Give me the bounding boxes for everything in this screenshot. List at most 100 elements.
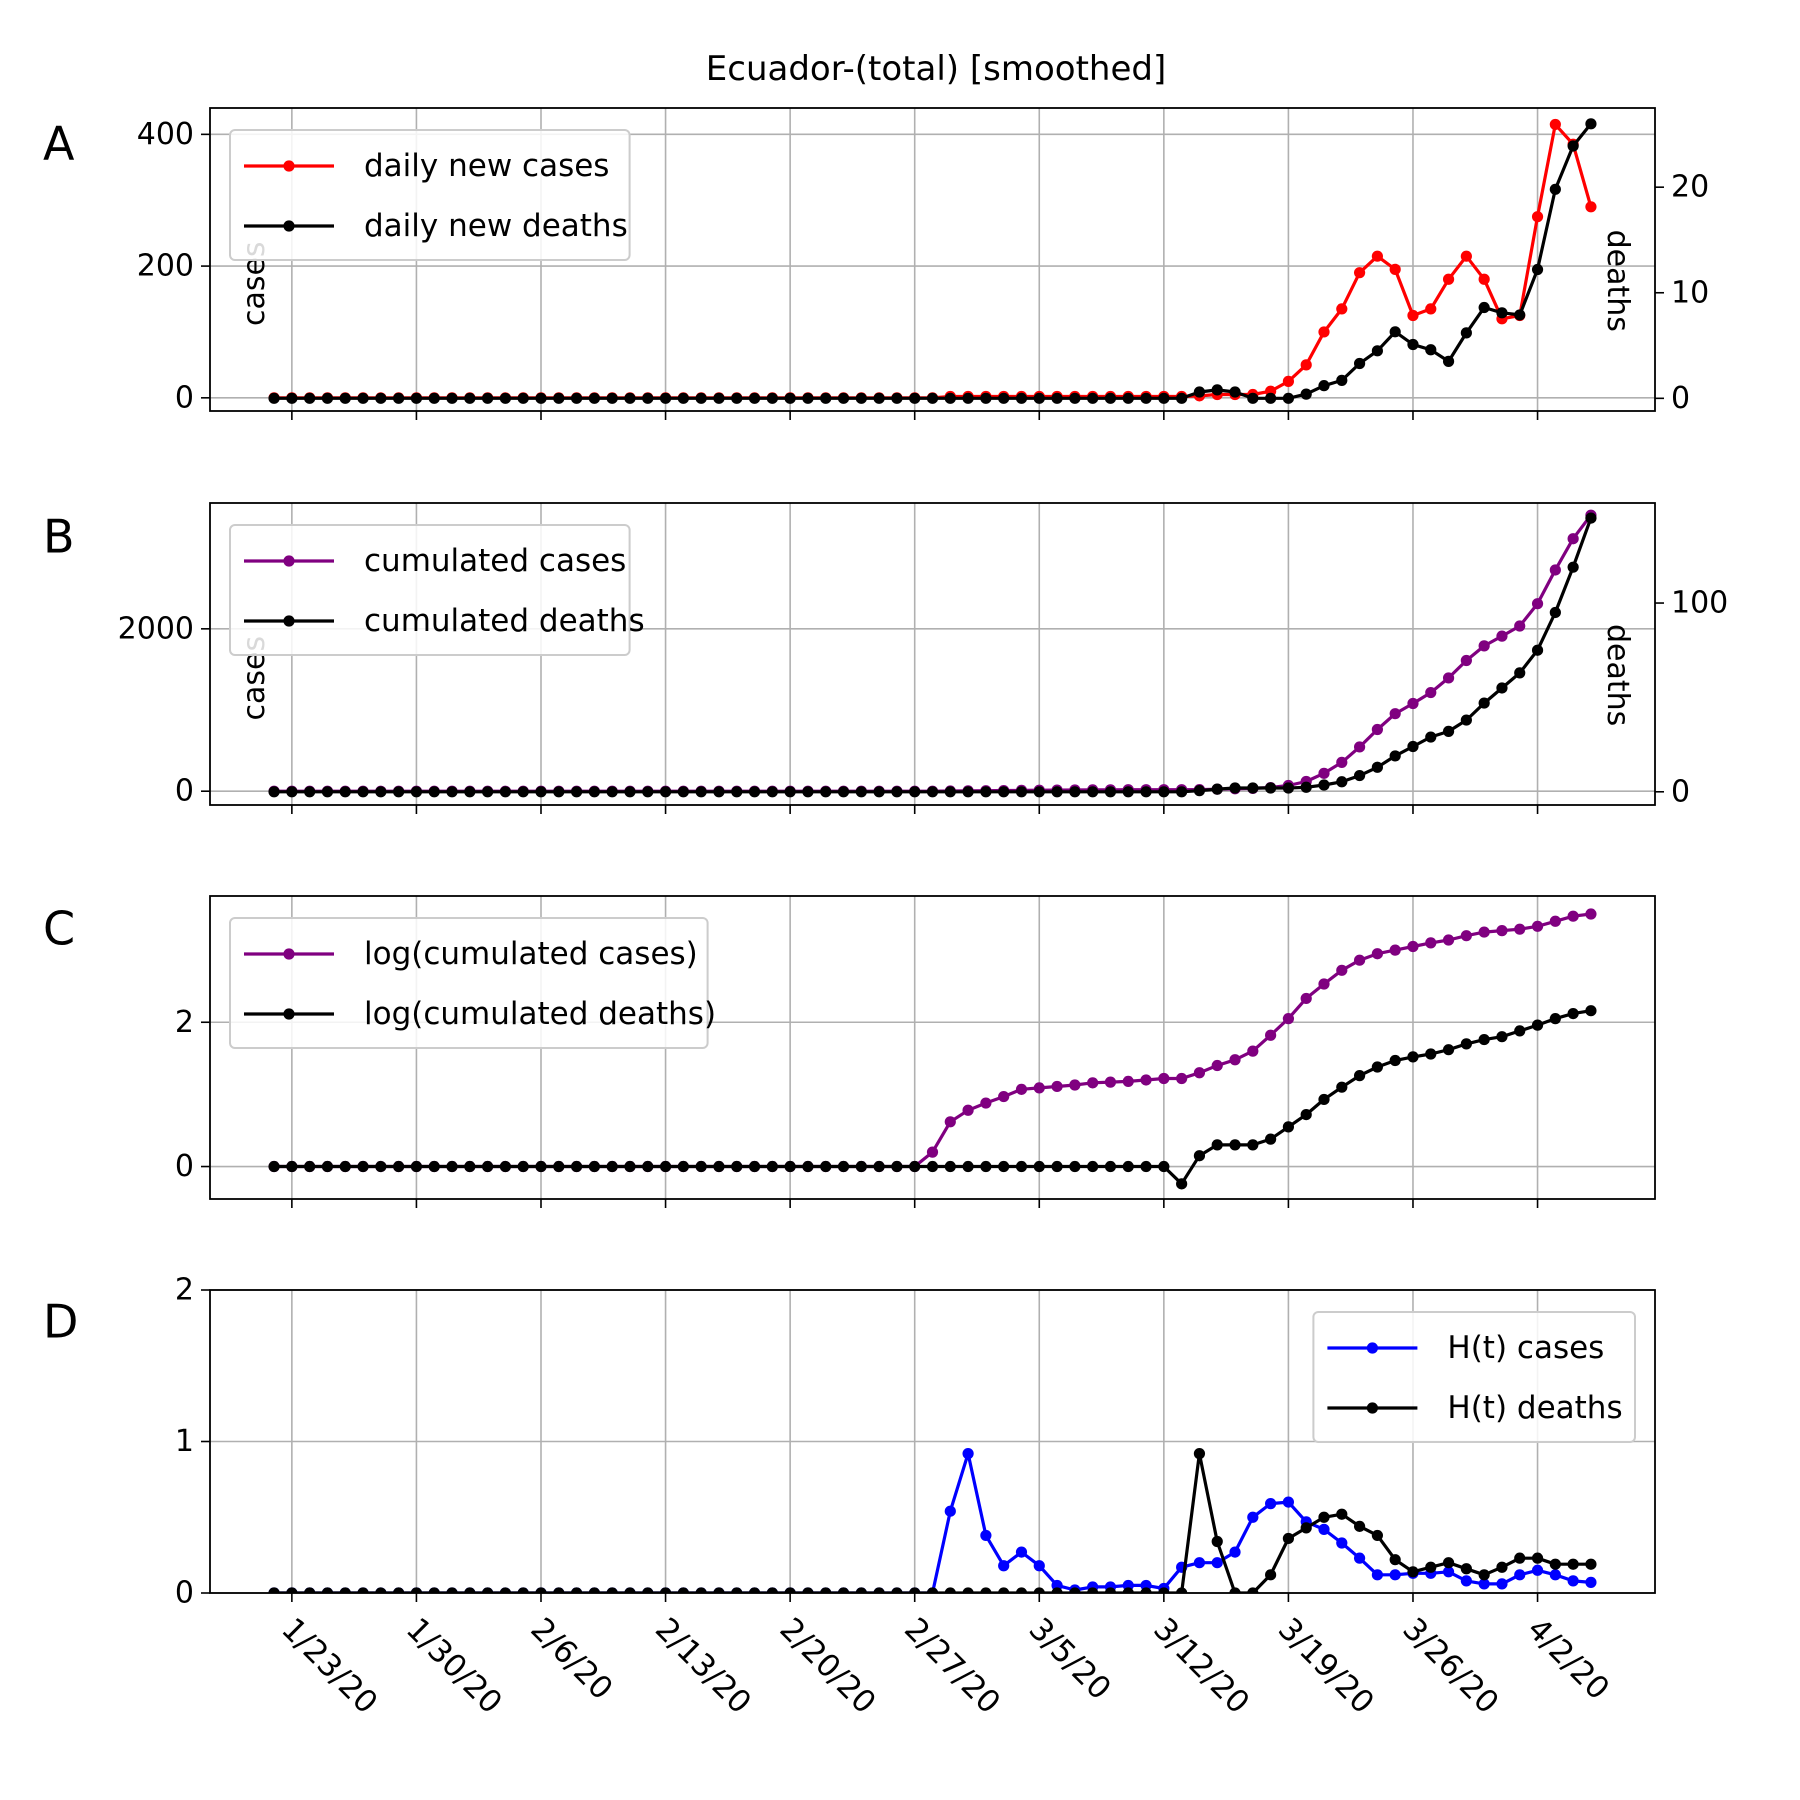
x-tick-label: 3/5/20: [1022, 1611, 1118, 1707]
data-point: [748, 786, 761, 798]
data-point: [1211, 384, 1223, 396]
data-point: [944, 1587, 956, 1593]
axes-frame: [209, 895, 1656, 1200]
data-point: [980, 786, 992, 798]
data-point: [606, 786, 618, 798]
data-point: [1282, 782, 1295, 794]
data-point: [428, 392, 440, 404]
data-point: [1318, 1511, 1330, 1523]
data-point: [1353, 769, 1366, 782]
data-point: [962, 1448, 974, 1460]
data-point: [1353, 357, 1366, 370]
data-point: [766, 392, 778, 404]
data-point: [1425, 1561, 1437, 1573]
data-point: [1069, 392, 1081, 404]
legend: daily new cases daily new deaths: [229, 129, 631, 261]
legend-label: daily new deaths: [364, 208, 628, 244]
data-point: [1389, 1569, 1401, 1581]
legend-label: H(t) cases: [1447, 1330, 1604, 1366]
data-point: [748, 392, 761, 404]
data-point: [909, 1587, 921, 1593]
data-point: [784, 1587, 796, 1593]
data-point: [1265, 1498, 1277, 1510]
data-point: [553, 1587, 565, 1593]
data-point: [1336, 776, 1348, 788]
data-point: [624, 1587, 636, 1593]
data-point: [1496, 682, 1508, 694]
data-point: [1460, 1038, 1472, 1050]
data-point: [1122, 1075, 1134, 1088]
data-point: [1015, 1587, 1028, 1593]
data-point: [410, 392, 423, 404]
data-point: [1371, 345, 1383, 357]
data-point: [517, 786, 529, 798]
data-point: [766, 1587, 778, 1593]
data-point: [677, 1587, 689, 1593]
y2-axis-label: deaths: [1600, 230, 1635, 332]
data-point: [1122, 786, 1134, 798]
legend: cumulated cases cumulated deaths: [229, 524, 645, 656]
data-point: [1407, 940, 1419, 953]
data-point: [1229, 1546, 1241, 1558]
data-point: [659, 1587, 672, 1593]
data-point: [1211, 1535, 1223, 1548]
data-point: [1442, 1557, 1455, 1569]
data-point: [1051, 392, 1063, 404]
data-point: [1389, 944, 1401, 956]
data-point: [1282, 1496, 1295, 1508]
data-point: [624, 392, 636, 404]
legend: log(cumulated cases) log(cumulated deaths…: [229, 917, 716, 1049]
panel-letter-c: C: [43, 901, 75, 955]
data-point: [1122, 1160, 1134, 1173]
data-point: [1193, 1557, 1206, 1569]
data-point: [820, 786, 832, 798]
data-point: [482, 1587, 494, 1593]
legend-marker: [1366, 1402, 1378, 1414]
y-tick-label: 2000: [118, 611, 194, 646]
data-point: [1567, 1558, 1579, 1570]
data-point: [1531, 1564, 1544, 1576]
data-point: [304, 392, 316, 404]
data-point: [1282, 1532, 1295, 1545]
data-point: [837, 1587, 850, 1593]
data-point: [1300, 781, 1312, 793]
data-point: [1460, 930, 1472, 942]
data-point: [1247, 782, 1259, 794]
data-point: [802, 786, 814, 798]
data-point: [304, 1160, 316, 1173]
data-point: [873, 1587, 885, 1593]
legend: H(t) cases H(t) deaths: [1312, 1311, 1637, 1443]
data-point: [1176, 1587, 1188, 1593]
data-point: [606, 392, 618, 404]
data-point: [1176, 392, 1188, 404]
data-point: [1140, 1587, 1152, 1593]
data-point: [909, 786, 921, 798]
data-point: [1158, 1160, 1170, 1173]
data-point: [1585, 512, 1597, 524]
data-point: [1585, 908, 1597, 920]
data-point: [1140, 1160, 1152, 1173]
data-point: [1318, 326, 1330, 338]
data-point: [1265, 782, 1277, 794]
data-point: [1104, 1587, 1117, 1593]
data-point: [375, 1587, 387, 1593]
data-point: [766, 1160, 778, 1173]
data-point: [855, 392, 867, 404]
data-point: [1104, 1160, 1117, 1173]
axes-frame: [209, 1289, 1656, 1594]
legend-marker: [283, 615, 295, 627]
data-point: [1211, 783, 1223, 795]
data-point: [1460, 327, 1472, 339]
data-point: [624, 786, 636, 798]
data-point: [268, 392, 280, 404]
data-point: [1585, 1558, 1597, 1570]
data-point: [1478, 273, 1490, 285]
data-point: [659, 392, 672, 404]
data-point: [1549, 606, 1561, 619]
data-point: [428, 1587, 440, 1593]
data-point: [1353, 1552, 1366, 1564]
data-point: [1478, 1033, 1490, 1046]
data-point: [499, 1160, 512, 1173]
